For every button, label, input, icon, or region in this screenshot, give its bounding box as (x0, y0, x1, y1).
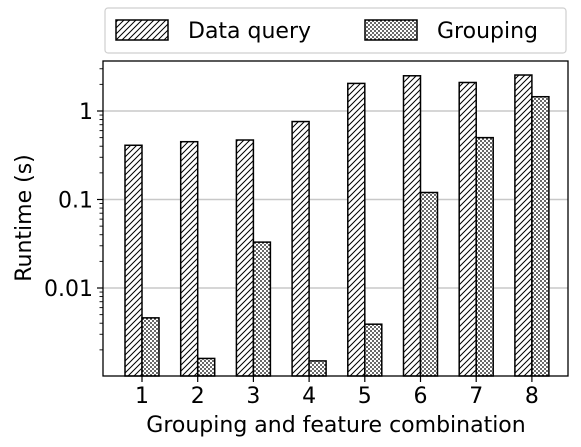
legend-swatch-data-query (115, 19, 169, 41)
legend-label-data-query: Data query (188, 19, 311, 44)
x-tick-label: 1 (135, 384, 149, 409)
bar-grouping-2 (196, 357, 216, 377)
x-tick-label: 5 (358, 384, 372, 409)
x-tick-label: 2 (191, 384, 205, 409)
y-tick-label: 0.1 (58, 189, 93, 214)
x-axis: 1 2 3 4 5 6 7 8 (135, 376, 539, 409)
bar-data-query-3 (235, 139, 255, 377)
legend-frame (104, 7, 567, 54)
bars (124, 74, 550, 377)
x-tick-label: 6 (414, 384, 428, 409)
bar-grouping-7 (475, 136, 494, 377)
bar-data-query-4 (291, 120, 310, 377)
legend-label-grouping: Grouping (437, 19, 538, 44)
bar-grouping-5 (364, 323, 383, 377)
y-gridlines (103, 110, 568, 289)
y-axis: 1 0.1 0.01 (44, 68, 103, 351)
bar-grouping-4 (308, 360, 327, 377)
y-tick-label: 0.01 (44, 277, 93, 302)
bar-data-query-6 (402, 75, 422, 377)
bar-data-query-7 (458, 81, 477, 377)
legend: Data query Grouping (104, 7, 567, 54)
y-axis-label: Runtime (s) (12, 154, 37, 282)
legend-swatch-grouping (364, 19, 418, 41)
x-tick-label: 8 (525, 384, 539, 409)
plot-frame (102, 60, 569, 377)
bar-data-query-5 (347, 82, 366, 377)
y-tick-label: 1 (79, 100, 93, 125)
x-tick-label: 4 (302, 384, 316, 409)
x-tick-label: 3 (246, 384, 260, 409)
bar-grouping-6 (419, 191, 439, 377)
bar-grouping-1 (141, 317, 160, 377)
bar-data-query-8 (514, 74, 533, 377)
x-axis-label: Grouping and feature combination (146, 413, 525, 438)
x-tick-label: 7 (469, 384, 483, 409)
bar-grouping-8 (531, 95, 550, 377)
bar-grouping-3 (252, 241, 272, 377)
bar-data-query-2 (179, 140, 199, 377)
bar-data-query-1 (124, 144, 143, 377)
